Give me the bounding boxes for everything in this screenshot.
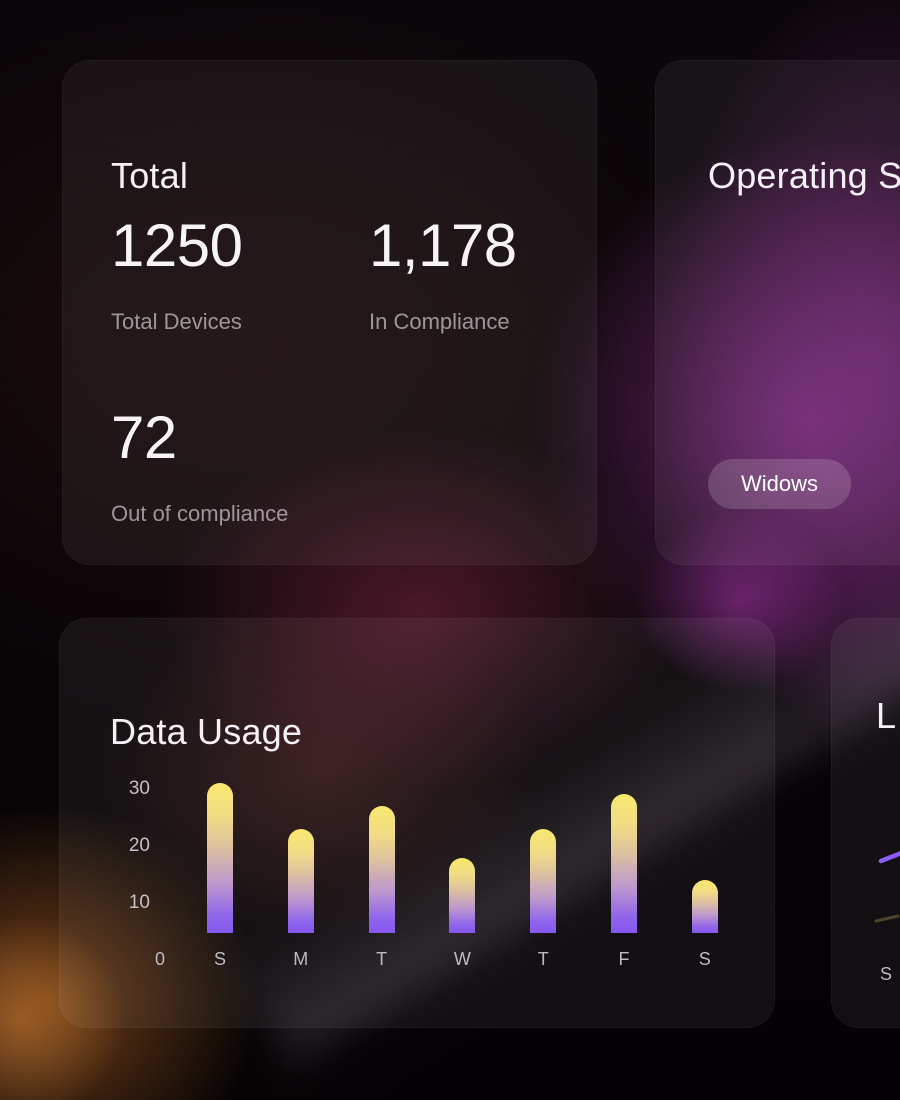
stat-total-devices-label: Total Devices [111,309,242,334]
stat-out-of-compliance-label: Out of compliance [111,501,289,526]
data-usage-chart: 30 20 10 0 S M T W T F S [60,619,774,1027]
line-chart-card-title: L [876,694,897,736]
line-series-secondary [874,914,900,923]
bar-t-2 [368,805,395,933]
line-series-primary [878,851,900,864]
x-axis-label-f-5: F [618,949,630,969]
x-axis-label-t-4: T [537,949,549,969]
y-axis-tick-30: 30 [128,777,150,799]
x-axis-label-s-0: S [213,949,226,969]
data-usage-card-title: Data Usage [110,710,303,752]
bar-f-5 [611,794,637,933]
total-card-title: Total [111,154,189,196]
line-chart-x-label: S [879,964,892,984]
bar-s-0 [207,783,233,933]
y-axis-tick-10: 10 [128,892,150,914]
stat-in-compliance-label: In Compliance [369,309,510,334]
stat-out-of-compliance: 72 Out of compliance [111,405,288,527]
stat-in-compliance: 1,178 In Compliance [369,213,517,335]
operating-systems-card-title: Operating Systems [708,154,900,196]
operating-systems-card: Operating Systems Widows [655,60,900,565]
stat-out-of-compliance-value: 72 [111,404,177,471]
x-axis-origin-label: 0 [154,949,165,969]
bar-w-3 [449,857,476,933]
x-axis-label-w-3: W [453,949,471,969]
bar-m-1 [287,828,314,933]
line-chart-card: L S [831,618,900,1028]
y-axis-tick-20: 20 [128,835,150,857]
stat-total-devices-value: 1250 [111,212,243,279]
stat-total-devices: 1250 Total Devices [111,212,243,335]
total-card: Total 1250 Total Devices 1,178 In Compli… [62,60,597,565]
bar-s-6 [691,880,718,933]
x-axis-label-t-2: T [376,949,388,969]
x-axis-label-s-6: S [698,949,711,969]
os-filter-chip-windows[interactable]: Widows [708,459,851,509]
bar-t-4 [530,828,557,933]
x-axis-label-m-1: M [293,949,309,969]
stat-in-compliance-value: 1,178 [369,212,517,279]
data-usage-card: Data Usage 30 20 10 0 S M T W T F S [59,618,775,1028]
line-chart [874,851,900,923]
